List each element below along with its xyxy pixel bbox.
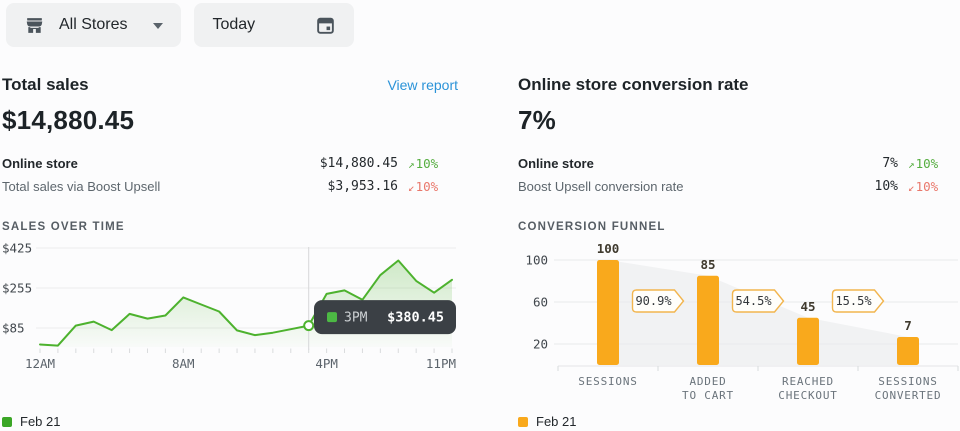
metric-delta-down: ↙10%	[408, 179, 439, 194]
storefront-icon	[24, 15, 45, 36]
legend-label: Feb 21	[20, 414, 61, 429]
delta-down-arrow-icon: ↙	[908, 181, 915, 194]
x-category-label: REACHED	[782, 375, 834, 388]
sales-line	[39, 259, 453, 347]
metric-row: Online store $14,880.45 ↗10%	[2, 152, 458, 175]
bar-value-label: 7	[904, 318, 912, 333]
metric-delta-down: ↙10%	[908, 179, 939, 194]
conversion-breakdown: Online store 7% ↗10% Boost Upsell conversio…	[518, 152, 958, 198]
calendar-icon	[315, 15, 336, 36]
chevron-down-icon	[153, 16, 164, 34]
funnel-chart-legend: Feb 21	[518, 414, 958, 429]
metric-label: Total sales via Boost Upsell	[2, 179, 161, 194]
conversion-funnel-heading: CONVERSION FUNNEL	[518, 221, 666, 233]
metric-delta-up: ↗10%	[908, 156, 939, 171]
legend-swatch-green	[2, 416, 12, 427]
sales-over-time-chart[interactable]: $425 $255 $85 12AM 8AM 4PM 11PM 3PM $380.45	[2, 241, 458, 414]
metric-value: $14,880.45	[319, 156, 398, 171]
view-report-link[interactable]: View report	[387, 77, 458, 93]
legend-label: Feb 21	[536, 414, 577, 429]
total-sales-breakdown: Online store $14,880.45 ↗10% Total sales vi…	[2, 152, 458, 198]
legend-swatch-orange	[518, 416, 528, 427]
x-category-label: SESSIONS	[878, 375, 937, 388]
date-range-button[interactable]: Today	[194, 3, 355, 47]
filter-toolbar: All Stores Today	[0, 0, 960, 47]
x-category-label: CONVERTED	[875, 389, 942, 402]
total-sales-title: Total sales	[2, 75, 89, 94]
sales-over-time-heading: SALES OVER TIME	[2, 221, 125, 233]
metric-label: Online store	[2, 156, 78, 171]
tooltip-time-label: 3PM	[344, 311, 368, 326]
y-axis-label: $425	[2, 242, 32, 256]
store-selector-button[interactable]: All Stores	[6, 3, 182, 47]
hover-point	[303, 320, 315, 332]
metric-value: $3,953.16	[327, 179, 398, 194]
x-axis-label: 12AM	[25, 356, 55, 371]
metric-row: Online store 7% ↗10%	[518, 152, 958, 175]
dashboard-panels: Total sales View report $14,880.45 Onlin…	[0, 75, 960, 429]
y-axis-label: 20	[533, 337, 548, 352]
bar-value-label: 85	[700, 257, 715, 272]
funnel-bar	[797, 317, 819, 365]
x-axis-label: 4PM	[315, 356, 338, 371]
metric-row: Boost Upsell conversion rate 10% ↙10%	[518, 175, 958, 198]
conversion-rate-panel: Online store conversion rate 7% Online s…	[518, 75, 959, 429]
y-axis-label: 100	[525, 253, 548, 268]
date-range-label: Today	[212, 16, 256, 33]
conversion-rate-value: 7%	[518, 105, 556, 135]
funnel-bar	[597, 260, 619, 365]
delta-up-arrow-icon: ↗	[908, 158, 915, 171]
tooltip-series-swatch	[327, 312, 337, 323]
step-percentage-badge	[731, 289, 785, 313]
total-sales-value: $14,880.45	[2, 105, 135, 135]
total-sales-panel: Total sales View report $14,880.45 Onlin…	[2, 75, 458, 429]
metric-delta-up: ↗10%	[408, 156, 439, 171]
metric-label: Online store	[518, 156, 594, 171]
delta-down-arrow-icon: ↙	[408, 181, 415, 194]
step-percentage-badge	[631, 289, 685, 313]
y-axis-label: $255	[2, 281, 32, 296]
bar-value-label: 45	[800, 299, 815, 314]
step-percentage-label: 54.5%	[735, 294, 772, 308]
metric-value: 7%	[882, 156, 898, 171]
y-axis-label: 60	[533, 295, 548, 310]
x-category-label: TO CART	[682, 389, 734, 402]
tooltip-value: $380.45	[387, 310, 444, 326]
step-percentage-label: 15.5%	[835, 294, 872, 308]
conversion-rate-title: Online store conversion rate	[518, 75, 749, 94]
store-selector-label: All Stores	[59, 16, 128, 33]
conversion-funnel-chart[interactable]: 100 60 20 100 85 45 7 90.9% 54.5% 15.5% SESSIONS AD…	[518, 241, 959, 414]
step-percentage-badge	[831, 289, 885, 313]
funnel-bar	[897, 337, 919, 365]
x-category-label: CHECKOUT	[778, 389, 837, 402]
x-category-label: ADDED	[689, 375, 726, 388]
x-axis-label: 11PM	[426, 356, 456, 371]
step-percentage-label: 90.9%	[635, 294, 672, 308]
chart-tooltip	[314, 300, 456, 335]
y-axis-label: $85	[2, 321, 25, 336]
x-category-label: SESSIONS	[578, 375, 637, 388]
delta-up-arrow-icon: ↗	[408, 158, 415, 171]
metric-row: Total sales via Boost Upsell $3,953.16 ↙10…	[2, 175, 458, 198]
metric-label: Boost Upsell conversion rate	[518, 179, 684, 194]
x-axis-label: 8AM	[172, 356, 195, 371]
bar-value-label: 100	[597, 242, 620, 256]
sales-chart-legend: Feb 21	[2, 414, 458, 429]
funnel-bar	[697, 275, 719, 365]
metric-value: 10%	[874, 179, 898, 194]
